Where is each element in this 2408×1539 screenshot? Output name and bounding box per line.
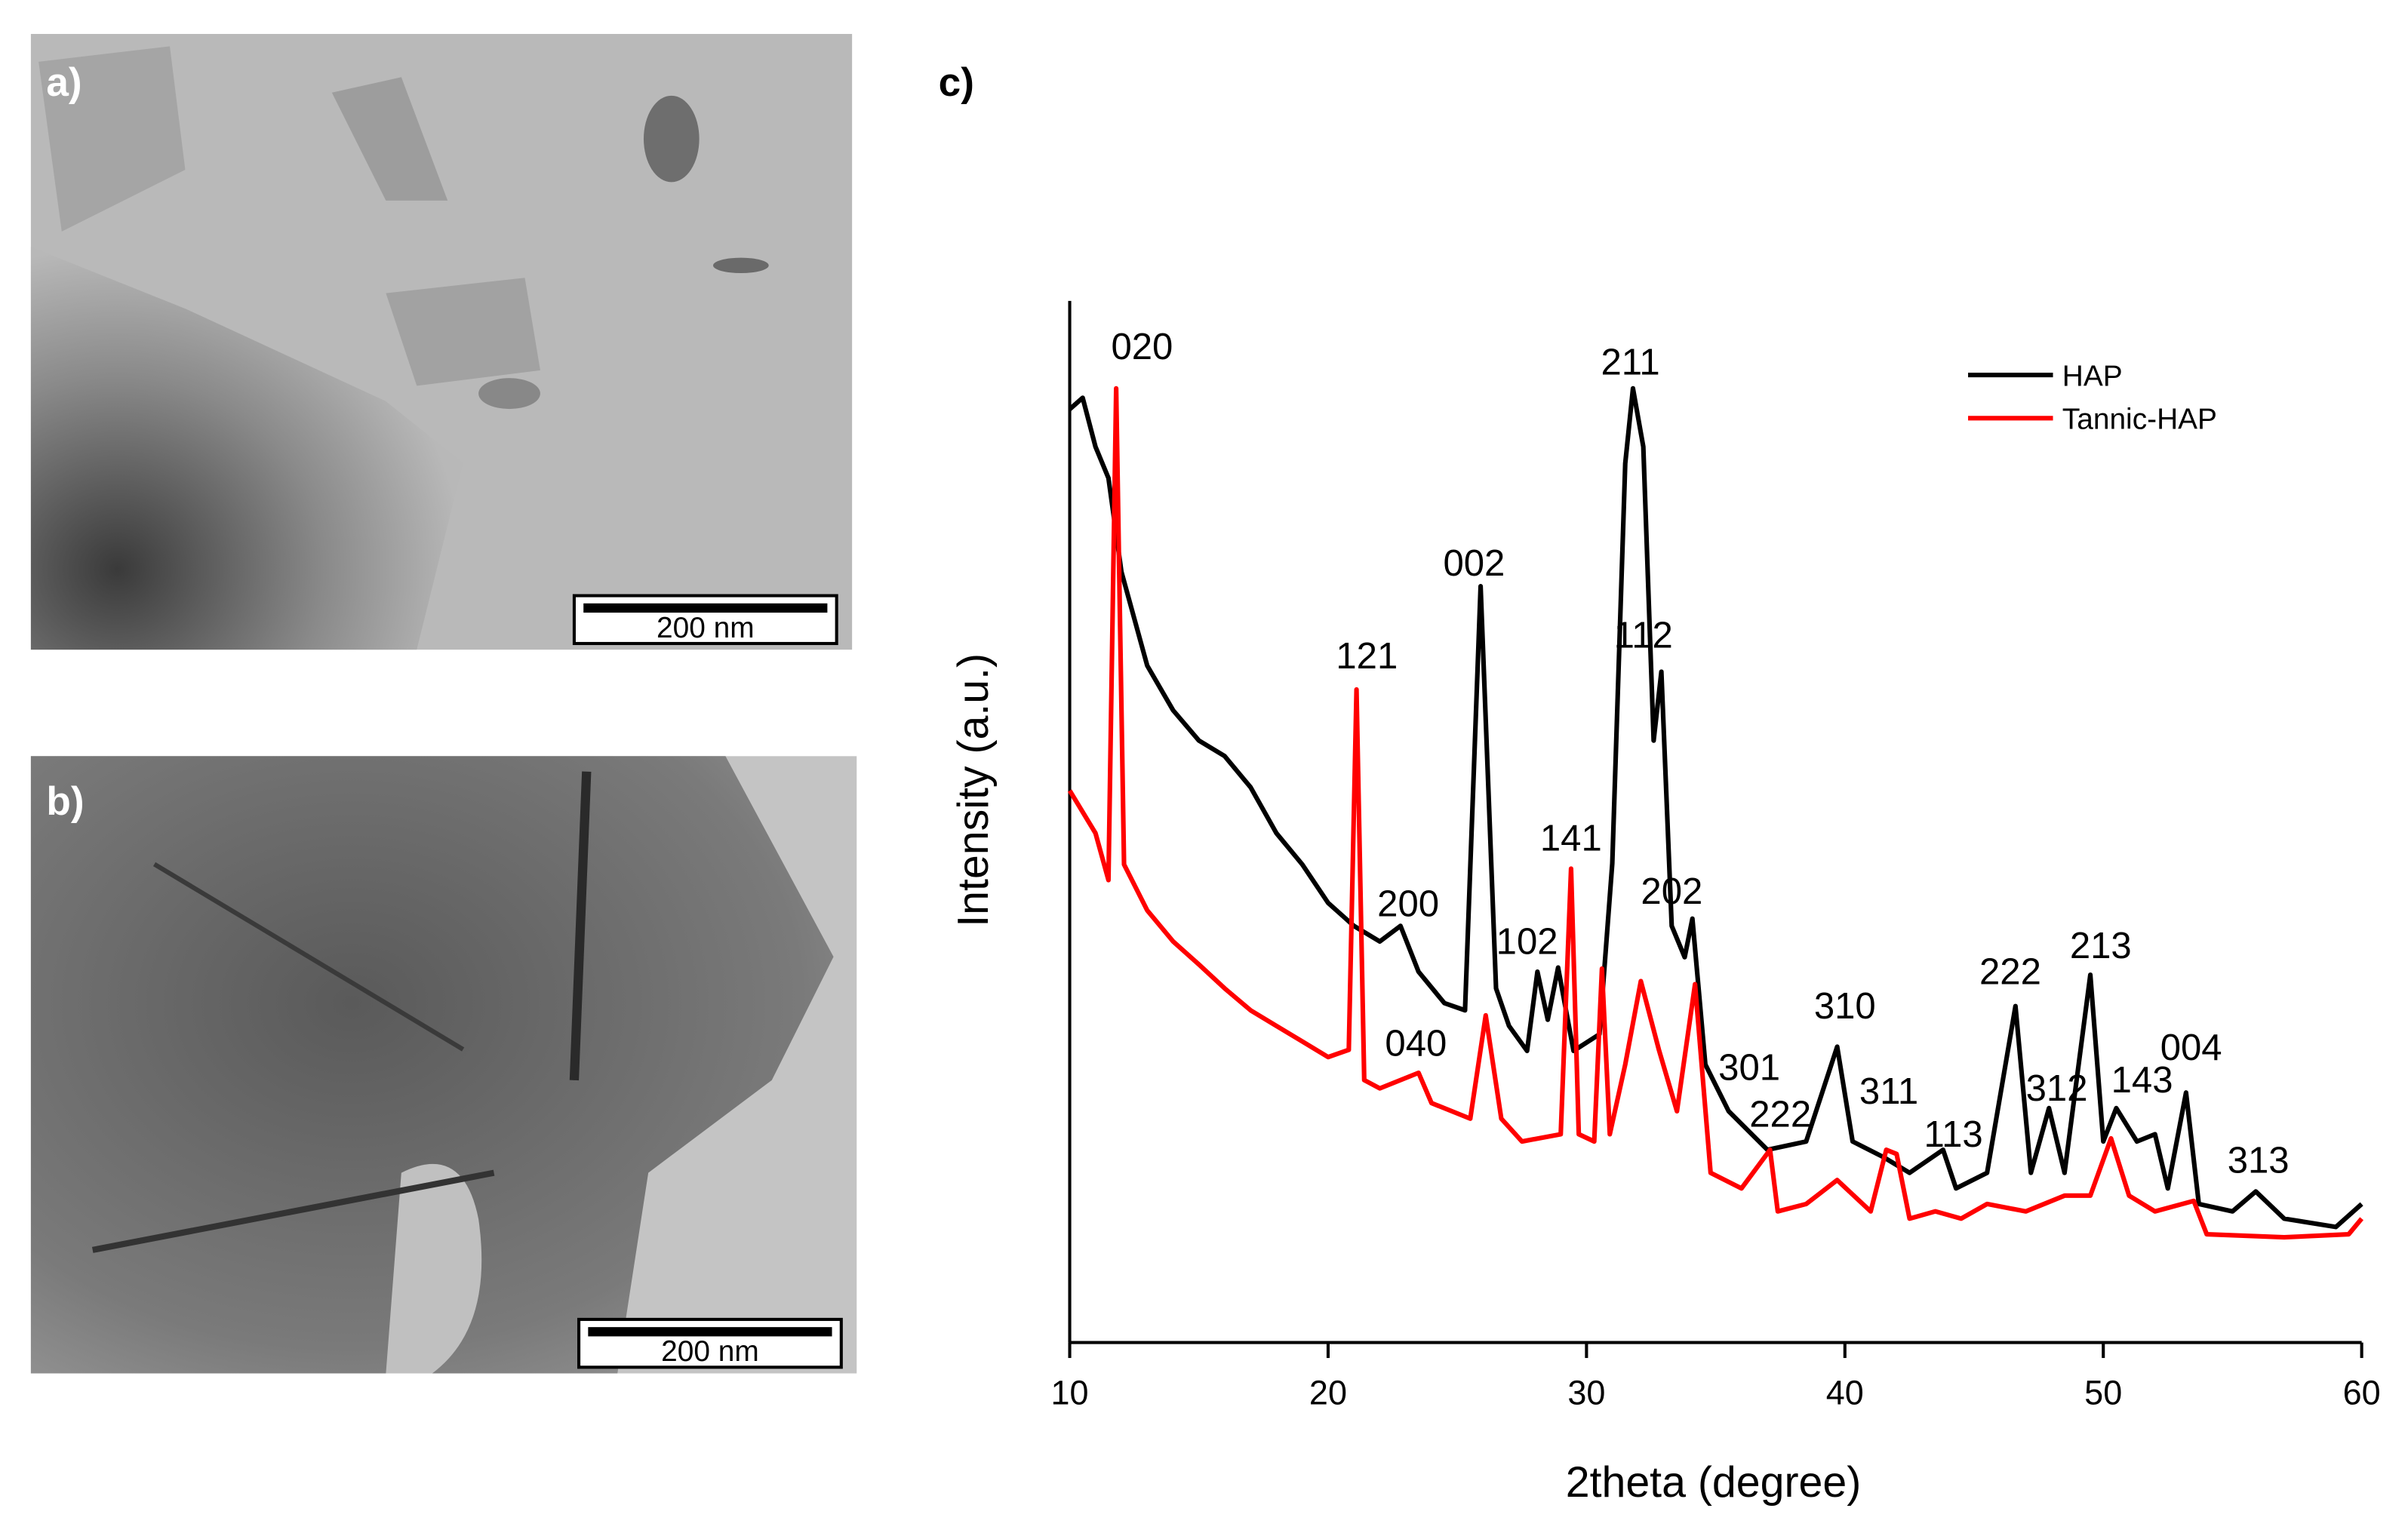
peak-label: 121 xyxy=(1336,636,1398,677)
tem-image-a xyxy=(30,34,853,650)
x-tick-label: 10 xyxy=(1051,1373,1089,1412)
peak-label: 113 xyxy=(1924,1114,1982,1155)
peak-label: 020 xyxy=(1111,327,1173,367)
peak-label: 222 xyxy=(1979,951,2041,992)
scale-bar-label: 200 nm xyxy=(661,1335,759,1368)
x-axis-title: 2theta (degree) xyxy=(1566,1458,1862,1507)
peak-label: 313 xyxy=(2228,1140,2290,1181)
peak-label: 310 xyxy=(1814,986,1876,1027)
peak-label: 102 xyxy=(1496,921,1558,962)
scale-bar-a xyxy=(572,594,838,646)
peak-label: 301 xyxy=(1718,1047,1780,1088)
peak-label: 040 xyxy=(1385,1024,1447,1064)
x-tick-label: 50 xyxy=(2084,1373,2122,1412)
peak-label: 222 xyxy=(1749,1095,1811,1135)
x-tick-label: 20 xyxy=(1309,1373,1347,1412)
panel-label: a) xyxy=(46,60,81,105)
panel-label: c) xyxy=(939,60,974,105)
panel-label: b) xyxy=(46,779,84,824)
peak-label: 202 xyxy=(1641,871,1702,912)
data-line xyxy=(1067,386,2363,1240)
scale-bar-label: 200 nm xyxy=(657,612,755,644)
peak-label: 141 xyxy=(1540,819,1602,859)
peak-label: 143 xyxy=(2111,1060,2173,1101)
scale-bar-b xyxy=(577,1317,843,1369)
legend-label: Tannic-HAP xyxy=(2062,404,2217,436)
peak-label: 112 xyxy=(1614,615,1673,656)
x-tick-label: 30 xyxy=(1567,1373,1605,1412)
legend-label: HAP xyxy=(2062,360,2123,392)
data-line xyxy=(1068,386,2363,1230)
peak-label: 311 xyxy=(1859,1071,1918,1112)
x-tick-label: 40 xyxy=(1826,1373,1864,1412)
peak-label: 004 xyxy=(2160,1028,2222,1068)
x-tick-label: 60 xyxy=(2343,1373,2381,1412)
peak-label: 213 xyxy=(2070,926,2132,966)
peak-label: 200 xyxy=(1377,884,1439,925)
peak-label: 211 xyxy=(1601,343,1659,383)
peak-label: 312 xyxy=(2026,1068,2088,1109)
peak-label: 002 xyxy=(1443,543,1505,584)
tem-image-b xyxy=(30,756,857,1374)
y-axis-title: Intensity (a.u.) xyxy=(949,653,998,927)
